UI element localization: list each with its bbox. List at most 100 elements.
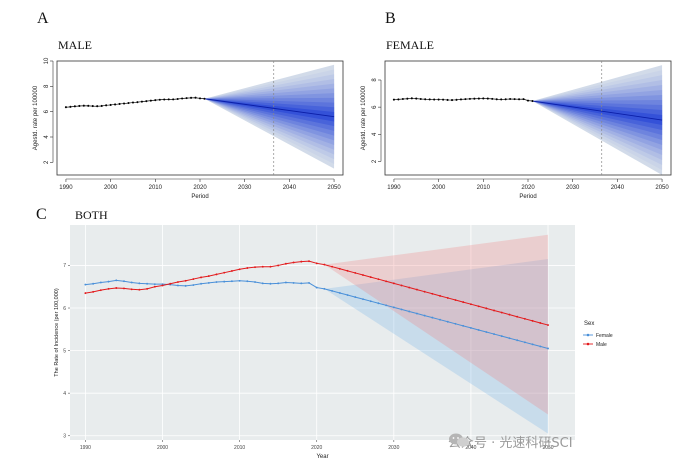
female-point [493,333,495,336]
female-point [223,280,226,283]
male-point [508,313,511,316]
male-plot-frame [56,60,344,176]
male-observed-point [96,105,99,108]
male-point [485,307,488,310]
both-x-tick-label: 2020 [311,445,322,451]
watermark-text: 公众号 · 光速科研SCI [448,436,573,451]
both-x-tick-label: 2050 [542,445,553,451]
female-projection-fan [532,65,663,175]
male-point [176,281,179,283]
female-observed-point [477,97,480,100]
female-observed-series [392,97,534,103]
female-point [176,284,179,287]
male-observed-point [154,99,157,102]
male-observed-point [190,96,193,99]
male-point [323,263,326,266]
legend-female-marker [586,333,590,337]
male-point [523,317,526,320]
female-observed-point [410,97,413,100]
female-observed-point [450,99,454,102]
female-y-tick-label: 2 [372,159,378,163]
male-observed-point [181,97,184,100]
male-point [84,292,87,295]
male-observed-point [114,103,117,106]
female-observed-point [531,99,534,103]
female-observed-point [446,98,449,101]
male-y-tick-label: 4 [44,135,50,139]
female-point [385,304,388,307]
female-observed-point [397,98,400,101]
female-point [431,316,434,319]
male-point [531,319,534,322]
male-observed-point [118,102,121,105]
female-observed-point [491,97,494,100]
female-point [277,282,280,285]
female-confidence-ribbon [324,259,549,434]
male-point [346,269,349,272]
male-y-axis-label: Agestd. rate per 100000 [33,85,39,150]
both-y-tick-label: 7 [63,263,66,269]
male-point [261,265,264,268]
legend-male-label: Male [596,342,607,348]
male-y-tick-label: 8 [44,84,50,88]
female-point [539,345,542,348]
female-observed-point [406,97,409,100]
female-point [500,335,503,338]
male-point [254,266,256,269]
female-point [254,281,256,283]
male-observed-point [158,98,161,101]
female-point [115,279,118,282]
male-observed-point [140,100,143,103]
male-observed-point [198,97,202,100]
male-point [469,303,472,306]
female-point [230,280,233,283]
male-projection-fan [204,64,335,169]
female-point [362,298,364,301]
female-observed-point [442,98,445,101]
legend-title: Sex [584,321,594,327]
male-observed-point [64,106,67,109]
female-point [523,341,526,344]
male-observed-point [149,99,152,102]
male-point [439,294,442,297]
legend-female-label: Female [596,333,613,339]
female-observed-point [522,98,525,101]
female-observed-point [392,98,395,101]
male-point [146,287,149,290]
both-series [84,260,549,350]
male-point [123,287,125,290]
female-observed-point [437,98,440,101]
female-point [207,281,210,284]
female-point [284,281,287,284]
female-y-tick-label: 6 [372,105,378,109]
both-plot-background [70,225,575,440]
female-point [462,324,465,327]
female-point [146,282,149,285]
male-point [392,282,395,285]
both-x-tick-label: 2000 [157,445,168,451]
female-fan-band-1 [532,101,663,126]
female-x-tick-label: 2030 [566,185,580,191]
female-point [123,280,125,283]
male-observed-point [167,98,170,101]
male-observed-point [172,98,175,101]
female-x-tick-label: 2050 [655,185,669,191]
male-point [292,261,295,264]
female-point [99,281,102,284]
male-observed-point [127,102,130,105]
female-point [200,282,203,285]
female-observed-point [509,97,512,101]
female-point [477,329,480,331]
male-observed-point [176,97,179,101]
female-point [408,310,411,313]
female-observed-point [433,98,436,101]
male-fan-band-2 [204,98,335,127]
male-point [462,301,465,304]
female-point [454,322,457,325]
male-observed-point [122,102,126,105]
male-point [277,264,280,267]
female-axes: 1990 2000 2010 2020 2030 2040 2050 2 4 6 8 [372,78,669,191]
male-point [377,278,380,281]
both-y-tick-label: 3 [63,434,66,440]
female-point [331,289,334,292]
